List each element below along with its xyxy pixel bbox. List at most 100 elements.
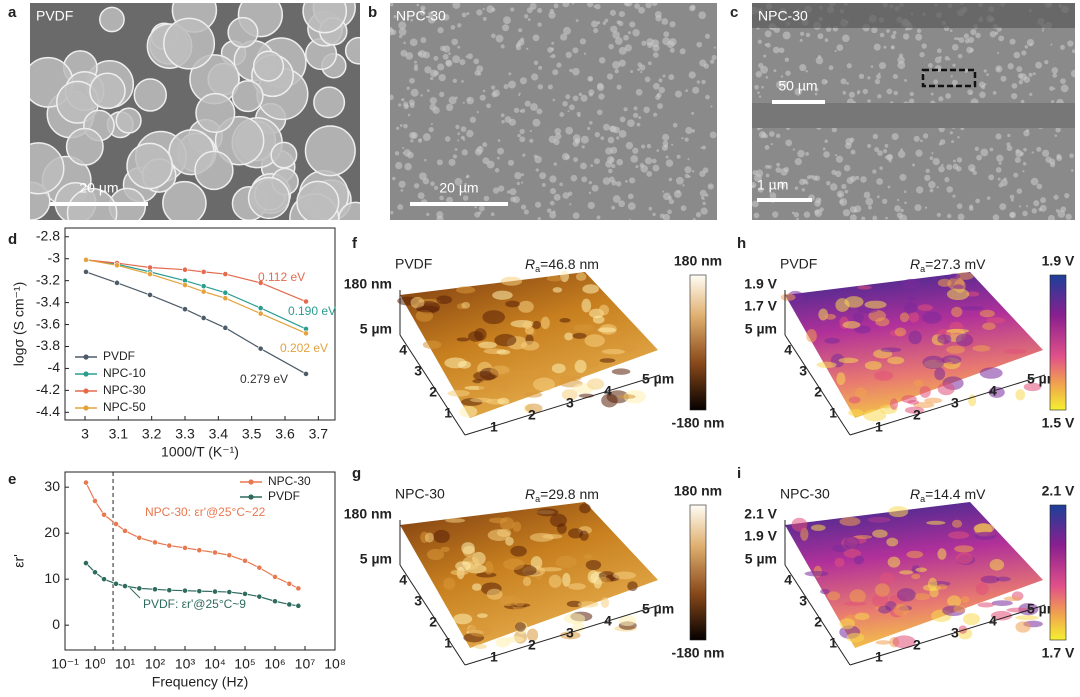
surface-feature	[490, 365, 511, 377]
grain	[797, 149, 805, 158]
grain	[403, 123, 408, 129]
surface-feature	[433, 529, 450, 544]
legend-marker	[83, 388, 89, 394]
grain	[565, 126, 574, 135]
annotation: 0.190 eV	[288, 304, 336, 318]
annotation: 0.112 eV	[258, 270, 305, 284]
grain	[1069, 153, 1074, 159]
grain	[510, 7, 515, 12]
grain	[641, 40, 647, 46]
grain	[644, 76, 651, 83]
grain	[785, 70, 791, 76]
grain	[625, 180, 628, 183]
grain	[609, 9, 617, 16]
grain	[508, 118, 517, 126]
x-tick-label: 3.4	[209, 426, 229, 442]
grain	[700, 207, 708, 215]
grain	[424, 66, 432, 74]
grain	[588, 191, 592, 195]
surface-feature	[863, 409, 887, 422]
surface-feature	[492, 290, 513, 300]
grain	[941, 163, 944, 167]
grain	[430, 122, 433, 126]
width-tick-label: 1	[875, 419, 883, 435]
grain	[874, 147, 880, 153]
x-tick-label: 10¹	[115, 656, 136, 672]
data-point	[222, 271, 229, 277]
surface-feature	[518, 300, 534, 313]
grain	[938, 165, 945, 173]
grain	[826, 180, 831, 186]
grain	[630, 70, 634, 74]
grain	[433, 185, 439, 190]
grain	[422, 133, 431, 142]
grain	[461, 12, 467, 18]
image-label: NPC-30	[758, 8, 808, 24]
grain	[603, 123, 610, 131]
ra-symbol: R	[525, 256, 535, 272]
grain	[591, 184, 599, 192]
surface-feature	[937, 548, 947, 560]
grain	[794, 186, 799, 190]
grain	[411, 132, 418, 139]
grain	[995, 167, 1002, 173]
data-point	[114, 262, 120, 269]
x-tick-label: 10⁴	[204, 656, 226, 672]
grain	[956, 157, 963, 163]
grain	[791, 211, 795, 215]
surface-feature	[548, 574, 562, 588]
grain	[436, 215, 444, 220]
surface-feature	[977, 602, 995, 608]
grain	[606, 73, 614, 80]
legend-label: NPC-30	[268, 474, 311, 488]
grain	[765, 42, 771, 48]
y-tick-label: 30	[44, 478, 60, 494]
grain	[476, 146, 484, 154]
grain	[401, 98, 405, 102]
grain	[523, 209, 529, 215]
grain	[653, 112, 658, 117]
surface-feature	[919, 385, 931, 398]
grain	[948, 58, 951, 61]
grain	[855, 175, 860, 180]
surface-feature	[1015, 389, 1026, 401]
grain	[451, 38, 459, 46]
grain	[888, 159, 892, 163]
surface-feature	[980, 575, 1000, 584]
grain	[752, 170, 758, 176]
surface-feature	[839, 618, 855, 630]
surface-feature	[568, 583, 586, 590]
grain	[754, 84, 759, 90]
surface-feature	[948, 531, 970, 539]
grain	[873, 43, 881, 51]
depth-tick-label: 1	[444, 405, 452, 421]
plot-frame	[64, 227, 336, 421]
grain	[662, 74, 666, 78]
grain	[967, 89, 974, 96]
surface-feature	[467, 331, 484, 342]
grain	[989, 147, 994, 152]
grain	[957, 213, 965, 220]
grain	[815, 56, 824, 65]
grain	[865, 197, 874, 206]
grain	[565, 94, 571, 100]
surface-feature	[601, 348, 625, 355]
grain	[1006, 142, 1011, 147]
grain	[523, 14, 529, 19]
surface-feature	[972, 345, 991, 352]
surface-feature	[515, 622, 526, 632]
y-tick-label: -2.8	[36, 227, 60, 243]
surface-feature	[476, 572, 497, 578]
legend-label: PVDF	[268, 489, 300, 503]
grain	[589, 120, 593, 125]
x-tick-label: 10⁰	[84, 656, 106, 672]
surface-feature	[937, 334, 952, 344]
grain	[637, 68, 641, 72]
y-tick-label: -3.2	[36, 271, 60, 287]
grain	[633, 106, 638, 111]
grain	[429, 103, 437, 111]
grain	[1035, 61, 1043, 69]
grain	[989, 30, 997, 38]
grain	[884, 143, 889, 148]
grain	[672, 122, 678, 128]
